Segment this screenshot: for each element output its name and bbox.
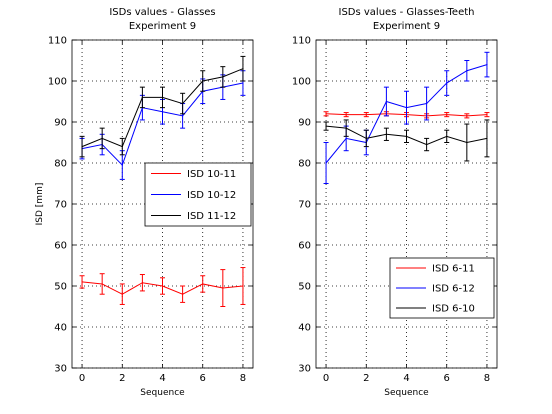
y-tick-label: 30 <box>54 364 67 375</box>
y-tick-label: 50 <box>54 282 67 293</box>
x-tick-label: 0 <box>79 373 85 384</box>
data-point <box>365 114 367 116</box>
data-point <box>161 285 164 287</box>
data-point <box>141 96 143 98</box>
y-tick-label: 70 <box>54 200 67 211</box>
x-tick-label: 4 <box>159 373 165 384</box>
y-tick-label: 100 <box>292 77 311 88</box>
data-point <box>101 137 103 139</box>
data-point <box>426 143 428 146</box>
legend-label: ISD 10-12 <box>187 190 236 201</box>
y-tick-label: 40 <box>54 323 67 334</box>
data-point <box>325 113 327 115</box>
chart-panel-1: 0 2 4 6 8 30 40 50 60 70 80 90 100 110 ISDs values - G… <box>35 7 254 398</box>
data-point <box>242 82 244 84</box>
x-tick-label: 2 <box>119 373 125 384</box>
data-point <box>466 141 468 144</box>
data-point <box>81 281 83 283</box>
chart-subtitle: Experiment 9 <box>373 21 440 32</box>
series-3 <box>323 119 490 162</box>
x-tick-label: 6 <box>444 373 450 384</box>
data-point <box>161 96 164 98</box>
y-tick-label: 60 <box>54 241 67 252</box>
data-point <box>242 68 244 70</box>
data-point <box>385 100 387 103</box>
series-1 <box>79 267 246 307</box>
data-point <box>345 137 347 139</box>
data-point <box>365 137 367 139</box>
y-tick-label: 80 <box>54 159 67 170</box>
series-3 <box>79 55 246 158</box>
x-axis-label: Sequence <box>140 388 185 398</box>
data-point <box>182 115 184 117</box>
data-point <box>121 293 123 295</box>
legend: ISD 6-11 ISD 6-12 ISD 6-10 <box>389 257 495 319</box>
data-point <box>121 146 123 148</box>
data-point <box>466 115 468 117</box>
data-point <box>101 283 103 285</box>
chart-title: ISDs values - Glasses <box>109 7 215 18</box>
y-tick-label: 110 <box>292 36 311 47</box>
data-point <box>202 283 204 285</box>
y-tick-label: 80 <box>298 159 311 170</box>
x-tick-label: 2 <box>363 373 369 384</box>
data-point <box>446 135 448 137</box>
x-tick-label: 4 <box>403 373 409 384</box>
y-tick-label: 40 <box>298 323 311 334</box>
data-point <box>466 70 468 72</box>
data-point <box>486 137 488 139</box>
data-point <box>121 164 123 166</box>
data-point <box>385 133 387 135</box>
y-tick-label: 90 <box>298 118 311 129</box>
y-tick-label: 30 <box>298 364 311 375</box>
chart-panel-2: 0 2 4 6 8 30 40 50 60 70 80 90 100 110 ISDs values - G… <box>292 7 498 398</box>
data-point <box>222 76 224 78</box>
data-point <box>345 127 347 129</box>
y-tick-label: 60 <box>298 241 311 252</box>
chart-subtitle: Experiment 9 <box>129 21 196 32</box>
data-point <box>345 114 347 116</box>
axes-box <box>71 39 254 369</box>
x-tick-label: 0 <box>323 373 329 384</box>
legend-label: ISD 11-12 <box>187 211 236 222</box>
x-tick-label: 6 <box>200 373 206 384</box>
y-axis-label: ISD [mm] <box>35 183 45 226</box>
x-axis-label: Sequence <box>384 388 429 398</box>
data-point <box>446 114 448 116</box>
data-point <box>222 287 224 289</box>
y-tick-label: 70 <box>298 200 311 211</box>
y-tick-label: 50 <box>298 282 311 293</box>
data-point <box>325 162 327 164</box>
legend-label: ISD 6-12 <box>432 284 475 295</box>
data-point <box>405 107 408 109</box>
legend: ISD 10-11 ISD 10-12 ISD 11-12 <box>144 162 252 227</box>
data-point <box>161 111 164 113</box>
data-point <box>141 282 143 284</box>
axes-box <box>315 39 498 369</box>
data-point <box>405 135 408 137</box>
legend-label: ISD 10-11 <box>187 169 236 180</box>
legend-label: ISD 6-10 <box>432 304 475 315</box>
x-tick-label: 8 <box>484 373 490 384</box>
data-point <box>202 80 204 82</box>
x-tick-label: 8 <box>240 373 246 384</box>
data-point <box>242 285 244 287</box>
data-point <box>486 64 488 66</box>
y-tick-label: 90 <box>54 118 67 129</box>
y-tick-label: 100 <box>48 77 67 88</box>
data-point <box>426 102 428 105</box>
legend-label: ISD 6-11 <box>432 264 475 275</box>
data-point <box>446 82 448 84</box>
y-tick-label: 110 <box>48 36 67 47</box>
data-point <box>81 146 83 148</box>
data-point <box>182 102 184 105</box>
data-point <box>325 125 327 127</box>
data-point <box>182 293 184 295</box>
data-point <box>486 114 488 116</box>
chart-title: ISDs values - Glasses-Teeth <box>339 7 475 18</box>
